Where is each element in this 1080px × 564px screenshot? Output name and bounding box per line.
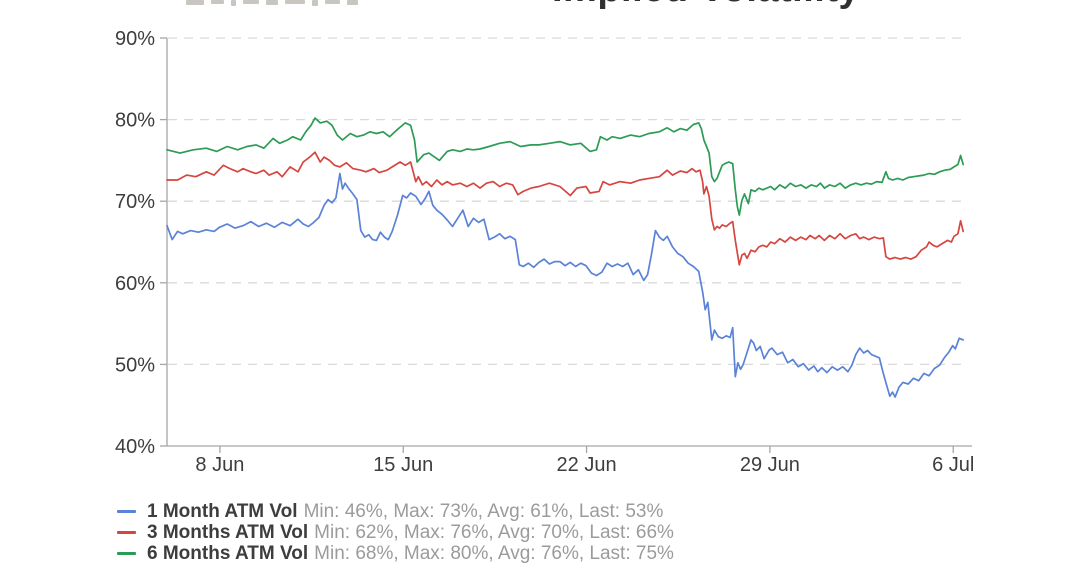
y-tick-label: 70% — [115, 191, 155, 213]
legend-dash-icon — [117, 531, 136, 534]
legend-series-stats: Min: 62%, Max: 76%, Avg: 70%, Last: 66% — [314, 522, 674, 543]
x-tick-label: 15 Jun — [373, 454, 433, 476]
legend-item-6-months-atm-vol[interactable]: 6 Months ATM Vol Min: 68%, Max: 80%, Avg:… — [117, 543, 674, 564]
legend-series-name: 1 Month ATM Vol — [147, 501, 298, 522]
x-tick-label: 29 Jun — [740, 454, 800, 476]
series-line-6-months-atm-vol — [166, 117, 965, 216]
chart-title: Implied Volatility — [552, 0, 860, 8]
legend-dash-icon — [117, 510, 136, 513]
logo-fragment — [186, 0, 358, 7]
page: { "header": { "title": "Implied Volatili… — [114, 0, 975, 564]
plot-area[interactable] — [167, 38, 972, 446]
x-tick-label: 22 Jun — [557, 454, 617, 476]
x-tick-label: 8 Jun — [195, 454, 244, 476]
legend-dash-icon — [117, 552, 136, 555]
legend-item-3-months-atm-vol[interactable]: 3 Months ATM Vol Min: 62%, Max: 76%, Avg:… — [117, 522, 674, 543]
legend: 1 Month ATM Vol Min: 46%, Max: 73%, Avg: … — [117, 501, 674, 564]
y-tick-label: 50% — [115, 354, 155, 376]
legend-series-name: 3 Months ATM Vol — [147, 522, 309, 543]
legend-series-name: 6 Months ATM Vol — [147, 543, 309, 564]
y-tick-label: 60% — [115, 273, 155, 295]
legend-series-stats: Min: 46%, Max: 73%, Avg: 61%, Last: 53% — [303, 501, 664, 522]
y-tick-label: 40% — [115, 436, 155, 458]
series-line-1-month-atm-vol — [166, 172, 965, 398]
chart-svg: 90% 80% 70% 60% 50% 40% 8 Jun 15 Jun 22 Jun 29 Ju… — [115, 28, 974, 476]
series-line-3-months-atm-vol — [166, 151, 965, 266]
y-tick-label: 80% — [115, 110, 155, 132]
x-tick-label: 6 Jul — [932, 454, 974, 476]
legend-item-1-month-atm-vol[interactable]: 1 Month ATM Vol Min: 46%, Max: 73%, Avg: … — [117, 501, 674, 522]
legend-series-stats: Min: 68%, Max: 80%, Avg: 76%, Last: 75% — [314, 543, 674, 564]
y-tick-label: 90% — [115, 28, 155, 50]
